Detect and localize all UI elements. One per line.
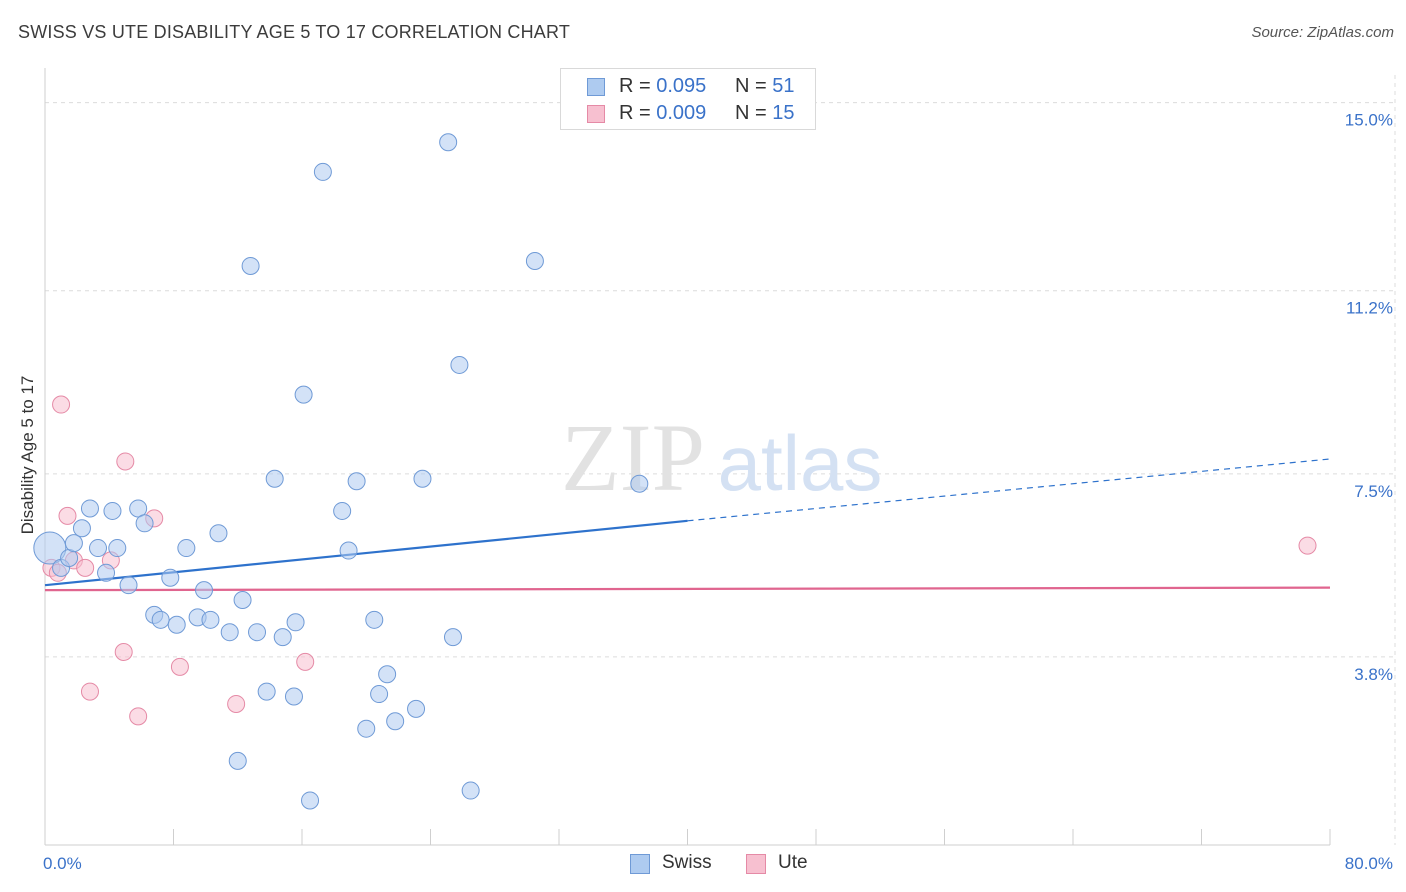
ute-point <box>129 707 148 726</box>
swiss-point <box>450 355 469 374</box>
swiss-point <box>407 699 426 718</box>
swiss-point <box>347 472 366 491</box>
swiss-point <box>284 687 303 706</box>
swiss-point <box>167 615 186 634</box>
swiss-point <box>80 499 99 518</box>
swiss-point <box>89 539 108 558</box>
legend-r-value: 0.009 <box>656 102 707 124</box>
swiss-point <box>357 719 376 738</box>
swiss-point <box>220 623 239 642</box>
chart-source: Source: ZipAtlas.com <box>1251 24 1394 41</box>
x-tick-label-max: 80.0% <box>1345 854 1393 873</box>
x-tick-label-min: 0.0% <box>43 854 82 873</box>
swiss-point <box>103 501 122 520</box>
trend-layer <box>44 458 1331 592</box>
legend-n-value: 51 <box>772 75 795 97</box>
swiss-point <box>339 541 358 560</box>
swiss-point <box>461 781 480 800</box>
ute-point <box>52 395 71 414</box>
ute-point <box>58 506 77 525</box>
y-tick-label: 15.0% <box>1345 111 1393 130</box>
swiss-trend-extension <box>687 458 1331 522</box>
ute-trend-line <box>44 586 1331 592</box>
swiss-point <box>151 610 170 629</box>
swiss-point <box>286 613 305 632</box>
swiss-point <box>413 469 432 488</box>
legend-r-label: R = <box>619 75 657 97</box>
swiss-point <box>195 581 214 600</box>
legend-r-value: 0.095 <box>656 75 707 97</box>
swiss-point <box>233 591 252 610</box>
ute-point <box>296 652 315 671</box>
swiss-point <box>257 682 276 701</box>
legend-n-label: N = <box>735 75 773 97</box>
swiss-point <box>201 610 220 629</box>
swiss-point <box>161 568 180 587</box>
swiss-point <box>248 623 267 642</box>
swiss-point <box>241 256 260 275</box>
swiss-point <box>64 534 83 553</box>
swiss-point <box>294 385 313 404</box>
legend-label-swiss: Swiss <box>662 852 712 873</box>
swiss-point <box>333 501 352 520</box>
swiss-point <box>72 519 91 538</box>
swiss-point <box>228 751 247 770</box>
y-tick-label: 11.2% <box>1346 299 1393 318</box>
swiss-point <box>313 162 332 181</box>
legend-swatch-ute <box>587 105 605 123</box>
legend-stats: R = 0.095 N = 51 R = 0.009 N = 15 <box>560 68 816 130</box>
swiss-point <box>177 539 196 558</box>
swiss-point <box>378 665 397 684</box>
swiss-point <box>386 712 405 731</box>
swiss-point <box>365 610 384 629</box>
legend-swatch-ute <box>746 854 766 874</box>
swiss-point <box>209 524 228 543</box>
chart-title: SWISS VS UTE DISABILITY AGE 5 TO 17 CORR… <box>18 22 571 42</box>
swiss-point <box>273 628 292 647</box>
legend-swatch-swiss <box>630 854 650 874</box>
axis-layer <box>44 68 1331 846</box>
swiss-point <box>443 628 462 647</box>
swiss-trend-line <box>44 519 688 587</box>
watermark: ZIP atlas <box>561 404 882 511</box>
swiss-point <box>97 563 116 582</box>
y-tick-label: 3.8% <box>1354 665 1393 684</box>
legend-r-label: R = <box>619 102 657 124</box>
points-layer <box>33 133 1317 810</box>
swiss-point <box>439 133 458 152</box>
ute-point <box>227 694 246 713</box>
legend-swatch-swiss <box>587 78 605 96</box>
legend-n-label: N = <box>735 102 773 124</box>
swiss-point <box>525 252 544 271</box>
swiss-point <box>129 499 148 518</box>
swiss-point <box>630 474 649 493</box>
swiss-point <box>33 531 67 565</box>
swiss-point <box>135 514 154 533</box>
legend-label-ute: Ute <box>778 852 808 873</box>
swiss-point <box>370 685 389 704</box>
legend-n-value: 15 <box>772 102 795 124</box>
swiss-point <box>119 576 138 595</box>
watermark-zip: ZIP <box>561 404 705 511</box>
tick-label-layer: 3.8% 7.5% 11.2% 15.0% 0.0% 80.0% <box>43 111 1393 873</box>
swiss-point <box>301 791 320 810</box>
ute-point <box>116 452 135 471</box>
ute-point <box>80 682 99 701</box>
swiss-point <box>108 539 127 558</box>
ute-point <box>114 642 133 661</box>
ute-point <box>76 558 95 577</box>
ute-point <box>1298 536 1317 555</box>
y-tick-label: 7.5% <box>1354 482 1393 501</box>
swiss-point <box>265 469 284 488</box>
ute-point <box>170 657 189 676</box>
watermark-atlas: atlas <box>718 419 883 507</box>
legend-series: Swiss Ute <box>0 852 1406 876</box>
